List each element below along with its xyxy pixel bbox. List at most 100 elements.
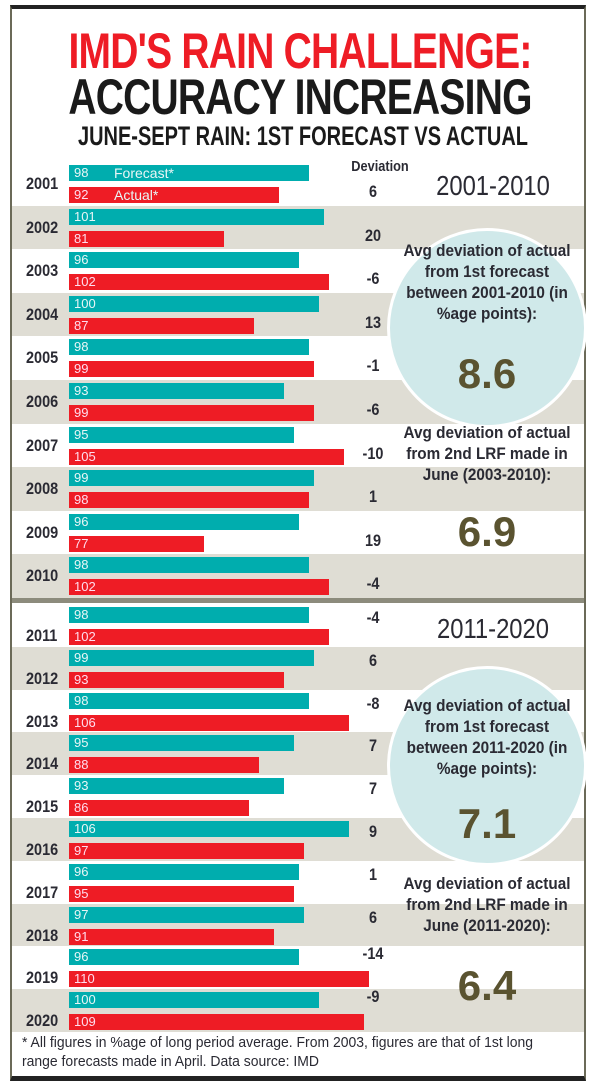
actual-value-label: 81 xyxy=(74,230,89,246)
actual-value-label: 110 xyxy=(74,971,95,987)
actual-value-label: 77 xyxy=(74,535,89,551)
actual-value-label: 93 xyxy=(74,671,89,687)
title-line-1: IMD'S RAIN CHALLENGE: xyxy=(68,23,532,79)
forecast-bar: 95 xyxy=(69,426,294,443)
footnote: * All figures in %age of long period ave… xyxy=(22,1034,534,1070)
circle-value-2001-2010: 8.6 xyxy=(457,350,517,397)
forecast-bar: 100 xyxy=(69,992,319,1009)
forecast-bar: 106 xyxy=(69,821,349,837)
actual-bar: 98 xyxy=(69,492,309,509)
actual-value-label: 88 xyxy=(74,757,89,773)
title-line-2: ACCURACY INCREASING xyxy=(68,69,532,125)
year-label: 2010 xyxy=(26,566,59,586)
second-value-2001-2010: 6.9 xyxy=(457,508,517,555)
forecast-bar: 98 xyxy=(69,607,309,623)
legend-actual: Actual* xyxy=(114,187,159,203)
year-label: 2007 xyxy=(26,435,59,455)
deviation-value: 7 xyxy=(368,779,378,799)
actual-value-label: 91 xyxy=(74,928,89,944)
actual-value-label: 106 xyxy=(74,714,96,730)
deviation-value: 9 xyxy=(368,822,378,841)
year-label: 2017 xyxy=(26,882,59,902)
year-label: 2006 xyxy=(26,392,59,411)
actual-value-label: 86 xyxy=(74,800,89,816)
year-label: 2002 xyxy=(26,217,59,237)
forecast-bar: 98 xyxy=(69,557,309,574)
circle-value-2011-2020: 7.1 xyxy=(457,800,517,847)
actual-bar: 99 xyxy=(69,361,314,378)
year-label: 2018 xyxy=(26,925,59,945)
actual-value-label: 102 xyxy=(74,629,96,644)
deviation-value: 7 xyxy=(368,736,378,756)
section-divider xyxy=(12,598,584,603)
year-label: 2001 xyxy=(26,174,59,193)
actual-bar: 102 xyxy=(69,274,329,291)
deviation-value: -14 xyxy=(362,944,384,964)
deviation-value: 1 xyxy=(368,487,378,507)
actual-bar: 81 xyxy=(69,230,224,247)
actual-bar: 102 xyxy=(69,579,329,596)
actual-value-label: 102 xyxy=(74,274,96,290)
forecast-value-label: 96 xyxy=(74,863,89,879)
actual-bar: 86 xyxy=(69,800,249,817)
forecast-bar: 96 xyxy=(69,863,299,880)
forecast-value-label: 98 xyxy=(74,339,89,355)
actual-bar: 99 xyxy=(69,405,314,421)
year-label: 2012 xyxy=(26,668,59,688)
forecast-bar: 98 xyxy=(69,692,309,709)
year-label: 2005 xyxy=(26,348,59,368)
deviation-value: -4 xyxy=(366,608,380,627)
legend-forecast: Forecast* xyxy=(114,165,174,181)
actual-value-label: 99 xyxy=(74,405,89,420)
forecast-bar: 96 xyxy=(69,513,299,530)
section-2001-2010: 2001 98 Forecast* 92 Actual* 6 2002 101 81 20 2003… xyxy=(12,162,584,598)
deviation-value: -8 xyxy=(366,693,380,713)
forecast-value-label: 93 xyxy=(74,383,89,398)
forecast-value-label: 99 xyxy=(74,470,89,486)
second-text-2011-2020: Avg deviation of actual from 2nd LRF mad… xyxy=(403,874,571,935)
forecast-value-label: 100 xyxy=(74,295,96,311)
second-text-2001-2010: Avg deviation of actual from 2nd LRF mad… xyxy=(403,423,571,484)
forecast-bar: 100 xyxy=(69,295,319,312)
actual-bar: 93 xyxy=(69,671,284,688)
forecast-bar: 93 xyxy=(69,383,284,399)
forecast-value-label: 96 xyxy=(74,513,89,529)
circle-text-2011-2020: Avg deviation of actual from 1st forecas… xyxy=(403,696,571,778)
year-label: 2019 xyxy=(26,968,59,988)
forecast-bar: 95 xyxy=(69,735,294,752)
forecast-bar: 97 xyxy=(69,906,304,923)
year-label: 2011 xyxy=(26,626,58,645)
year-label: 2020 xyxy=(26,1011,59,1031)
year-label: 2016 xyxy=(26,840,59,859)
deviation-value: -10 xyxy=(362,443,384,463)
year-label: 2009 xyxy=(26,522,59,542)
forecast-bar: 96 xyxy=(69,252,299,269)
actual-bar: 88 xyxy=(69,757,259,774)
year-label: 2004 xyxy=(26,304,59,324)
deviation-value: 13 xyxy=(364,312,382,332)
forecast-bar: 98 xyxy=(69,339,309,356)
actual-bar: 97 xyxy=(69,843,304,859)
forecast-value-label: 96 xyxy=(74,252,89,268)
year-label: 2003 xyxy=(26,261,59,281)
actual-value-label: 97 xyxy=(74,843,89,858)
forecast-value-label: 101 xyxy=(74,208,96,224)
forecast-value-label: 98 xyxy=(74,165,89,180)
forecast-value-label: 98 xyxy=(74,557,89,573)
year-label: 2015 xyxy=(26,797,59,817)
circle-text-2001-2010: Avg deviation of actual from 1st forecas… xyxy=(403,241,571,323)
forecast-bar: 93 xyxy=(69,778,284,795)
avg-deviation-circle-2001-2010 xyxy=(387,228,587,428)
deviation-value: -1 xyxy=(366,356,380,376)
forecast-value-label: 98 xyxy=(74,607,89,622)
deviation-header: Deviation xyxy=(351,158,409,175)
actual-bar: 110 xyxy=(69,971,369,988)
deviation-value: 6 xyxy=(368,182,378,201)
actual-bar: 77 xyxy=(69,535,204,552)
deviation-value: -6 xyxy=(366,269,380,289)
actual-value-label: 92 xyxy=(74,187,89,202)
actual-bar: 109 xyxy=(69,1014,364,1031)
deviation-value: 6 xyxy=(368,907,378,927)
forecast-bar: 99 xyxy=(69,649,314,666)
forecast-value-label: 96 xyxy=(74,949,89,965)
